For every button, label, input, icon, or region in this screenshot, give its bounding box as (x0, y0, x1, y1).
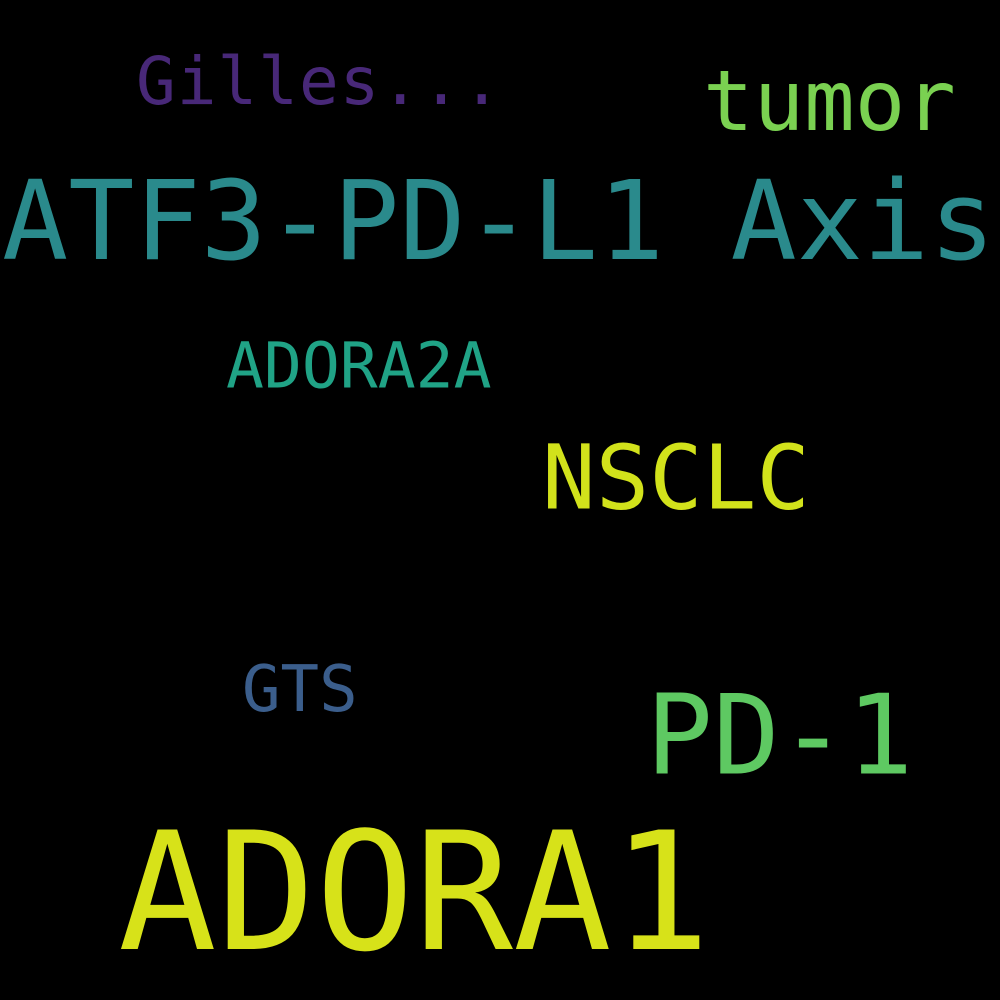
word-nsclc: NSCLC (542, 425, 810, 530)
word-pd-1: PD-1 (646, 671, 914, 801)
word-adora1: ADORA1 (118, 797, 711, 988)
word-adora2a: ADORA2A (226, 329, 492, 403)
word-tumor: tumor (703, 52, 956, 150)
word-atf3-pd-l1-axis: ATF3-PD-L1 Axis (2, 157, 996, 285)
word-gts: GTS (242, 653, 358, 727)
word-gilles: Gilles... (136, 43, 503, 120)
